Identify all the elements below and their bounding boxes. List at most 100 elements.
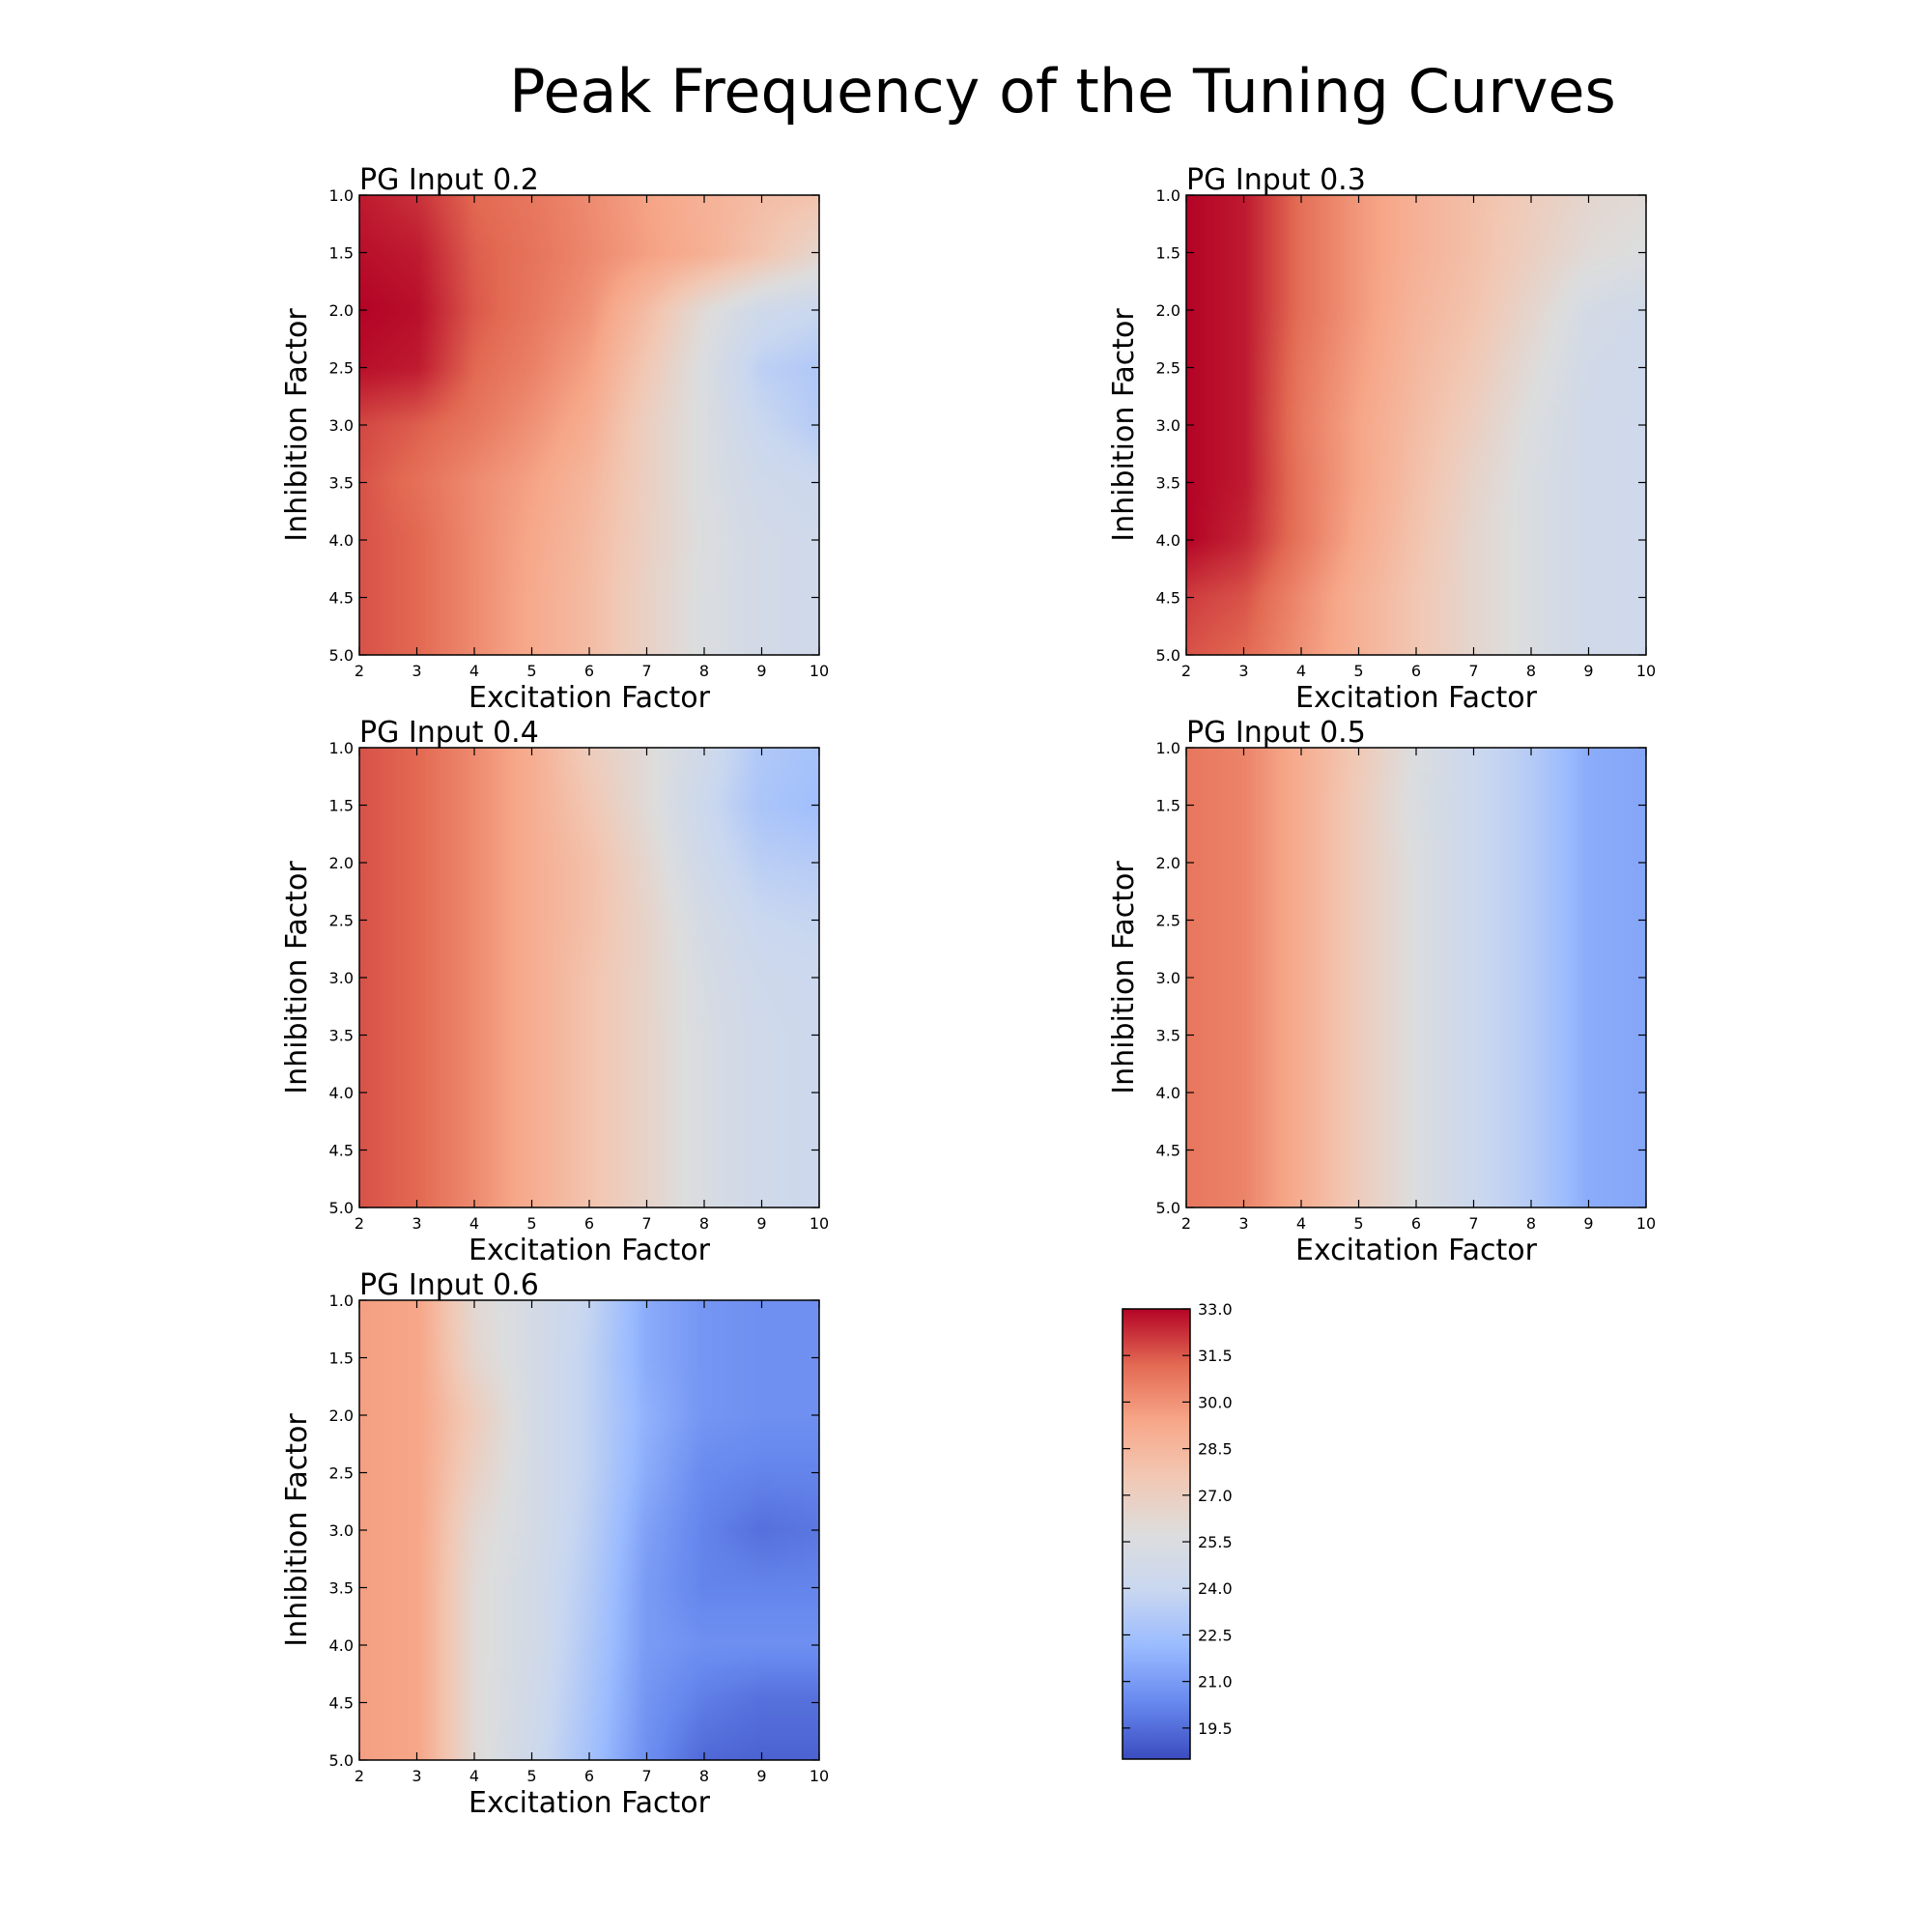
y-tick-label: 4.0 — [329, 1636, 354, 1655]
colorbar-tick-label: 27.0 — [1198, 1487, 1233, 1505]
y-tick-label: 2.5 — [329, 1464, 354, 1483]
y-tick-label: 2.5 — [329, 359, 354, 378]
y-tick-label: 2.5 — [1156, 912, 1180, 930]
x-axis-label: Excitation Factor — [469, 681, 711, 715]
panel-title: PG Input 0.5 — [1186, 716, 1366, 750]
x-tick-label: 5 — [526, 1214, 536, 1233]
x-tick-label: 9 — [756, 662, 766, 680]
panel-title: PG Input 0.4 — [359, 716, 539, 750]
x-tick-label: 7 — [1468, 1214, 1478, 1233]
figure-title: Peak Frequency of the Tuning Curves — [509, 56, 1616, 127]
x-tick-label: 5 — [1353, 1214, 1363, 1233]
x-tick-label: 7 — [641, 1767, 651, 1785]
y-tick-label: 1.5 — [329, 797, 354, 815]
heatmap-panel-1: PG Input 0.2 2 3 4 5 6 7 8 9 10 1.0 1.5 2.0 2.5 3.0 3.5… — [280, 163, 829, 715]
x-tick-label: 6 — [584, 662, 594, 680]
y-tick-label: 4.5 — [329, 589, 354, 608]
colorbar: 33.0 31.5 30.0 28.5 27.0 25.5 24.0 22.5 21.0 19.5 — [1122, 1300, 1233, 1760]
x-tick-label: 8 — [1526, 662, 1536, 680]
x-tick-label: 5 — [526, 662, 536, 680]
y-tick-label: 2.0 — [1156, 854, 1180, 872]
heatmap-image — [359, 1300, 819, 1760]
colorbar-tick-label: 25.5 — [1198, 1533, 1233, 1551]
y-tick-label: 4.0 — [1156, 1084, 1180, 1102]
x-tick-label: 7 — [641, 1214, 651, 1233]
x-tick-label: 3 — [1238, 662, 1248, 680]
y-tick-label: 4.5 — [329, 1694, 354, 1713]
heatmap-panels: PG Input 0.2 2 3 4 5 6 7 8 9 10 1.0 1.5 2.0 2.5 3.0 3.5… — [280, 163, 1656, 1820]
x-tick-label: 4 — [1296, 662, 1306, 680]
x-axis-label: Excitation Factor — [469, 1234, 711, 1267]
x-tick-label: 6 — [1411, 662, 1421, 680]
y-tick-label: 1.5 — [329, 244, 354, 263]
x-tick-label: 10 — [810, 1214, 829, 1233]
y-tick-label: 1.0 — [329, 186, 354, 205]
y-tick-label: 1.5 — [1156, 244, 1180, 263]
heatmap-panel-3: PG Input 0.4 2 3 4 5 6 7 8 9 10 1.0 1.5 2.0 2.5 3.0 3.5… — [280, 716, 829, 1267]
y-tick-label: 3.0 — [329, 1521, 354, 1540]
x-tick-label: 5 — [526, 1767, 536, 1785]
x-tick-label: 4 — [469, 1214, 479, 1233]
x-axis-label: Excitation Factor — [469, 1786, 711, 1820]
x-tick-label: 10 — [1636, 1214, 1656, 1233]
x-tick-label: 9 — [1583, 1214, 1593, 1233]
y-tick-label: 5.0 — [329, 646, 354, 665]
y-tick-label: 5.0 — [1156, 1199, 1180, 1217]
panel-title: PG Input 0.3 — [1186, 163, 1366, 197]
y-tick-label: 3.0 — [1156, 416, 1180, 435]
heatmap-image — [1186, 748, 1646, 1208]
x-tick-label: 3 — [412, 1214, 421, 1233]
heatmap-panel-5: PG Input 0.6 2 3 4 5 6 7 8 9 10 1.0 1.5 2.0 2.5 3.0 3.5… — [280, 1268, 829, 1820]
y-tick-label: 3.0 — [329, 969, 354, 987]
y-tick-label: 1.0 — [1156, 186, 1180, 205]
heatmap-panel-4: PG Input 0.5 2 3 4 5 6 7 8 9 10 1.0 1.5 2.0 2.5 3.0 3.5… — [1107, 716, 1656, 1267]
colorbar-tick-label: 33.0 — [1198, 1300, 1233, 1319]
y-tick-label: 4.5 — [1156, 589, 1180, 608]
colorbar-tick-label: 31.5 — [1198, 1347, 1233, 1365]
y-tick-label: 3.0 — [329, 416, 354, 435]
colorbar-tick-label: 24.0 — [1198, 1579, 1233, 1598]
x-tick-label: 8 — [1526, 1214, 1536, 1233]
y-tick-label: 3.5 — [329, 474, 354, 493]
y-tick-label: 3.5 — [329, 1579, 354, 1598]
x-tick-label: 8 — [699, 1767, 709, 1785]
y-tick-label: 1.0 — [329, 739, 354, 757]
x-tick-label: 4 — [1296, 1214, 1306, 1233]
y-axis-label: Inhibition Factor — [1107, 308, 1141, 542]
x-tick-label: 7 — [641, 662, 651, 680]
panel-title: PG Input 0.6 — [359, 1268, 539, 1302]
x-tick-label: 8 — [699, 1214, 709, 1233]
y-tick-label: 4.5 — [1156, 1142, 1180, 1160]
y-tick-label: 5.0 — [1156, 646, 1180, 665]
colorbar-tick-label: 21.0 — [1198, 1673, 1233, 1691]
x-axis-label: Excitation Factor — [1295, 681, 1538, 715]
y-tick-label: 2.0 — [329, 854, 354, 872]
heatmap-image — [359, 195, 819, 655]
y-tick-label: 2.5 — [329, 912, 354, 930]
heatmap-image — [1186, 195, 1646, 655]
y-axis-label: Inhibition Factor — [280, 861, 314, 1094]
x-tick-label: 9 — [756, 1214, 766, 1233]
y-tick-label: 1.0 — [1156, 739, 1180, 757]
y-tick-label: 3.5 — [1156, 474, 1180, 493]
heatmap-image — [359, 748, 819, 1208]
colorbar-tick-label: 22.5 — [1198, 1626, 1233, 1644]
x-tick-label: 4 — [469, 1767, 479, 1785]
y-tick-label: 4.0 — [329, 1084, 354, 1102]
x-tick-label: 6 — [1411, 1214, 1421, 1233]
y-tick-label: 2.0 — [329, 301, 354, 320]
y-tick-label: 4.0 — [329, 531, 354, 550]
y-tick-label: 3.0 — [1156, 969, 1180, 987]
y-tick-label: 1.5 — [329, 1350, 354, 1368]
x-tick-label: 9 — [1583, 662, 1593, 680]
y-tick-label: 5.0 — [329, 1199, 354, 1217]
x-tick-label: 10 — [810, 662, 829, 680]
colorbar-bar — [1122, 1308, 1191, 1760]
x-tick-label: 4 — [469, 662, 479, 680]
y-tick-label: 2.5 — [1156, 359, 1180, 378]
colorbar-tick-label: 30.0 — [1198, 1393, 1233, 1411]
x-tick-label: 2 — [355, 1767, 364, 1785]
y-tick-label: 2.0 — [1156, 301, 1180, 320]
x-tick-label: 7 — [1468, 662, 1478, 680]
